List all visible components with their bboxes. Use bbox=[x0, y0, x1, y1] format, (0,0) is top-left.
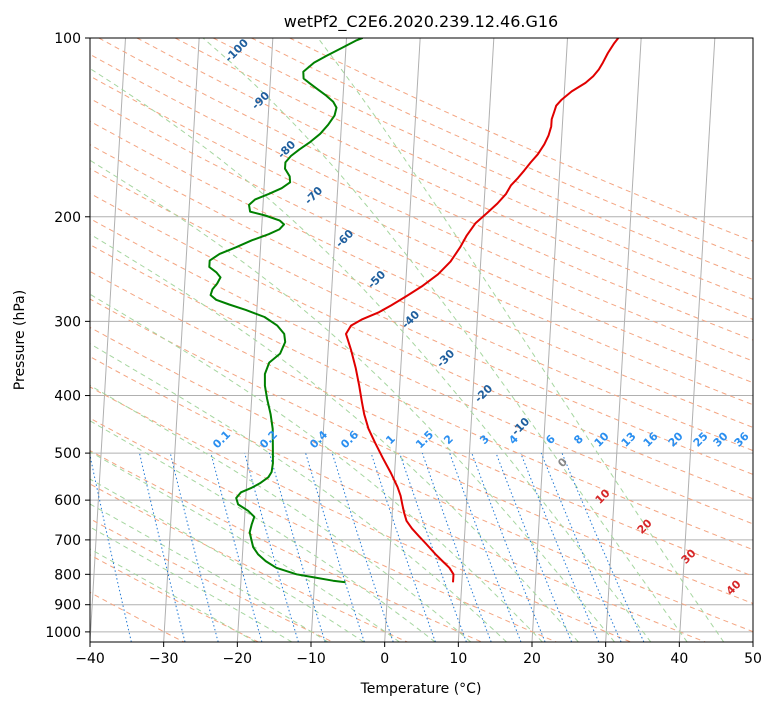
profile-lines bbox=[208, 38, 620, 584]
isotherm-line bbox=[678, 38, 716, 642]
mixing-ratio-line bbox=[268, 452, 326, 642]
y-tick-label: 100 bbox=[54, 31, 81, 47]
x-axis-title: Temperature (°C) bbox=[360, 681, 482, 697]
y-tick-label: 800 bbox=[54, 567, 81, 583]
mixing-ratio-line bbox=[169, 452, 219, 642]
x-tick-label: −20 bbox=[223, 651, 253, 667]
dry-adiabat-line bbox=[90, 356, 706, 642]
moist-adiabat-line bbox=[90, 384, 472, 642]
dry-adiabat-line bbox=[90, 449, 483, 642]
y-axis-title: Pressure (hPa) bbox=[12, 290, 28, 390]
x-tick-label: 10 bbox=[449, 651, 467, 667]
moist-adiabat-line bbox=[90, 420, 436, 642]
plot-frame bbox=[89, 37, 754, 643]
y-tick-label: 1000 bbox=[45, 625, 81, 641]
isotherm-line bbox=[310, 38, 347, 642]
dry-adiabat-line bbox=[289, 38, 753, 242]
moist-adiabat-line bbox=[90, 159, 615, 642]
dry-adiabat-line bbox=[90, 326, 753, 633]
y-tick-label: 900 bbox=[54, 598, 81, 614]
dry-adiabat-line bbox=[90, 386, 631, 642]
plot-background bbox=[90, 38, 753, 642]
mixing-ratio-line bbox=[370, 452, 436, 642]
background-lines bbox=[90, 38, 753, 642]
y-tick-label: 200 bbox=[54, 210, 81, 226]
mixing-ratio-line bbox=[244, 452, 299, 642]
x-tick-label: 20 bbox=[523, 651, 541, 667]
dry-adiabat-line bbox=[90, 244, 753, 551]
y-tick-label: 500 bbox=[54, 446, 81, 462]
y-tick-label: 400 bbox=[54, 389, 81, 405]
mixing-ratio-line bbox=[331, 452, 394, 642]
mixing-ratio-line bbox=[421, 452, 492, 642]
dewpoint-profile-line bbox=[208, 38, 364, 584]
mixing-ratio-line bbox=[495, 452, 573, 642]
dry-adiabat-line bbox=[90, 120, 753, 428]
y-tick-label: 600 bbox=[54, 493, 81, 509]
dry-adiabat-line bbox=[90, 75, 753, 384]
dry-adiabat-line bbox=[90, 270, 753, 577]
x-tick-label: 0 bbox=[380, 651, 389, 667]
mixing-ratio-line bbox=[561, 452, 645, 642]
mixing-ratio-line bbox=[520, 452, 600, 642]
isotherm-line bbox=[605, 38, 642, 642]
x-tick-label: 40 bbox=[670, 651, 688, 667]
dry-adiabat-line bbox=[90, 168, 753, 475]
mixing-ratio-line bbox=[210, 452, 263, 642]
dry-adiabat-line bbox=[251, 38, 753, 261]
moist-adiabat-line bbox=[90, 233, 579, 642]
moist-adiabat-line bbox=[202, 38, 688, 642]
moist-adiabat-line bbox=[90, 478, 365, 642]
chart-title: wetPf2_C2E6.2020.239.12.46.G16 bbox=[284, 12, 558, 32]
isotherm-line bbox=[531, 38, 568, 642]
moist-adiabat-line bbox=[90, 343, 507, 642]
mixing-ratio-line bbox=[399, 452, 467, 642]
dry-adiabat-line bbox=[90, 144, 753, 452]
dry-adiabat-line bbox=[90, 97, 753, 406]
x-tick-label: 30 bbox=[597, 651, 615, 667]
x-tick-label: −30 bbox=[149, 651, 179, 667]
mixing-ratio-line bbox=[471, 452, 546, 642]
dry-adiabat-line bbox=[90, 218, 753, 525]
mixing-ratio-line bbox=[305, 452, 365, 642]
mixing-ratio-line bbox=[540, 452, 622, 642]
isotherm-line bbox=[90, 38, 126, 642]
mixing-ratio-line bbox=[139, 452, 186, 642]
axes: −40 −30 −20 −10 0 10 20 30 40 50 100 200 300 400 500 60… bbox=[45, 31, 762, 667]
y-tick-label: 700 bbox=[54, 533, 81, 549]
moist-adiabat-line bbox=[90, 451, 400, 642]
x-tick-label: 50 bbox=[744, 651, 762, 667]
x-tick-label: −40 bbox=[75, 651, 105, 667]
x-tick-label: −10 bbox=[296, 651, 326, 667]
dry-adiabat-line bbox=[174, 38, 753, 300]
moist-adiabat-line bbox=[90, 548, 256, 642]
moist-adiabat-line bbox=[90, 293, 543, 642]
temperature-profile-line bbox=[345, 38, 620, 583]
mixing-ratio-line bbox=[449, 452, 522, 642]
isotherm-line bbox=[163, 38, 200, 642]
y-tick-label: 300 bbox=[54, 314, 81, 330]
